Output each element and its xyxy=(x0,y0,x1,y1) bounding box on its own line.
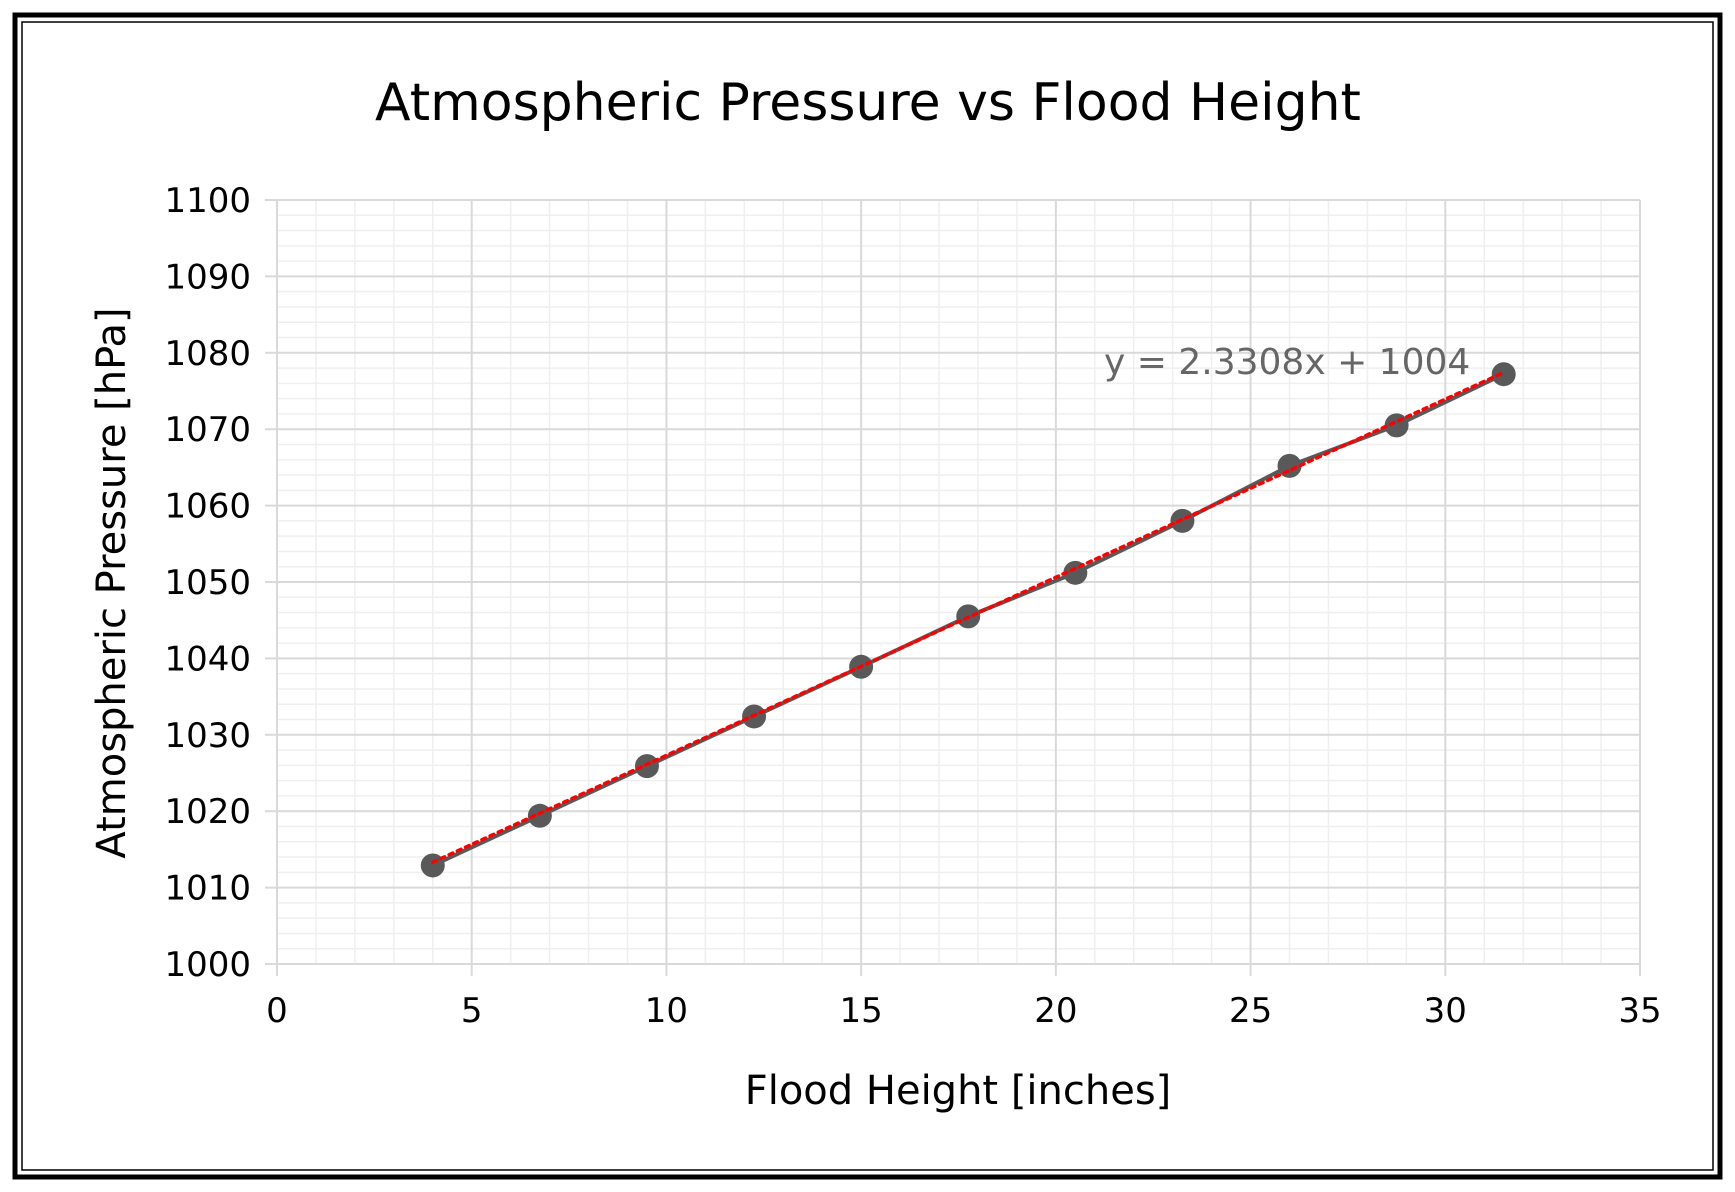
y-tick-label: 1050 xyxy=(164,563,251,603)
chart-frame-border xyxy=(12,12,1723,1180)
major-grid xyxy=(265,199,1641,976)
x-axis-title: Flood Height [inches] xyxy=(745,1068,1172,1114)
data-point xyxy=(1277,453,1302,478)
x-axis-ticks: 0 5 10 15 20 25 30 35 xyxy=(266,991,1661,1031)
trendline-layer xyxy=(431,370,1506,864)
trendline xyxy=(431,370,1506,864)
y-tick-label: 1030 xyxy=(164,716,251,756)
y-tick-label: 1010 xyxy=(164,869,251,909)
y-tick-label: 1080 xyxy=(164,334,251,374)
y-tick-label: 1040 xyxy=(164,639,251,679)
y-tick-label: 1060 xyxy=(164,487,251,527)
y-tick-label: 1000 xyxy=(164,945,251,985)
x-tick-label: 35 xyxy=(1618,991,1661,1031)
data-point xyxy=(1384,413,1409,438)
x-tick-label: 10 xyxy=(645,991,688,1031)
trendline-equation: y = 2.3308x + 1004 xyxy=(1104,342,1470,383)
y-tick-label: 1020 xyxy=(164,792,251,832)
x-tick-label: 25 xyxy=(1229,991,1272,1031)
y-tick-label: 1100 xyxy=(164,181,251,221)
data-point xyxy=(420,853,445,878)
chart-frame-inner-border xyxy=(21,21,1714,1171)
y-tick-label: 1070 xyxy=(164,410,251,450)
y-axis-ticks: 1000 1010 1020 1030 1040 1050 1060 1070 1080 1090… xyxy=(164,181,251,985)
y-tick-label: 1090 xyxy=(164,257,251,297)
x-tick-label: 15 xyxy=(840,991,883,1031)
x-tick-label: 5 xyxy=(461,991,483,1031)
x-tick-label: 0 xyxy=(266,991,288,1031)
data-point xyxy=(1491,362,1516,387)
y-axis-title: Atmospheric Pressure [hPa] xyxy=(89,307,135,858)
x-tick-label: 20 xyxy=(1034,991,1077,1031)
x-tick-label: 30 xyxy=(1424,991,1467,1031)
chart-title: Atmospheric Pressure vs Flood Height xyxy=(375,73,1361,133)
